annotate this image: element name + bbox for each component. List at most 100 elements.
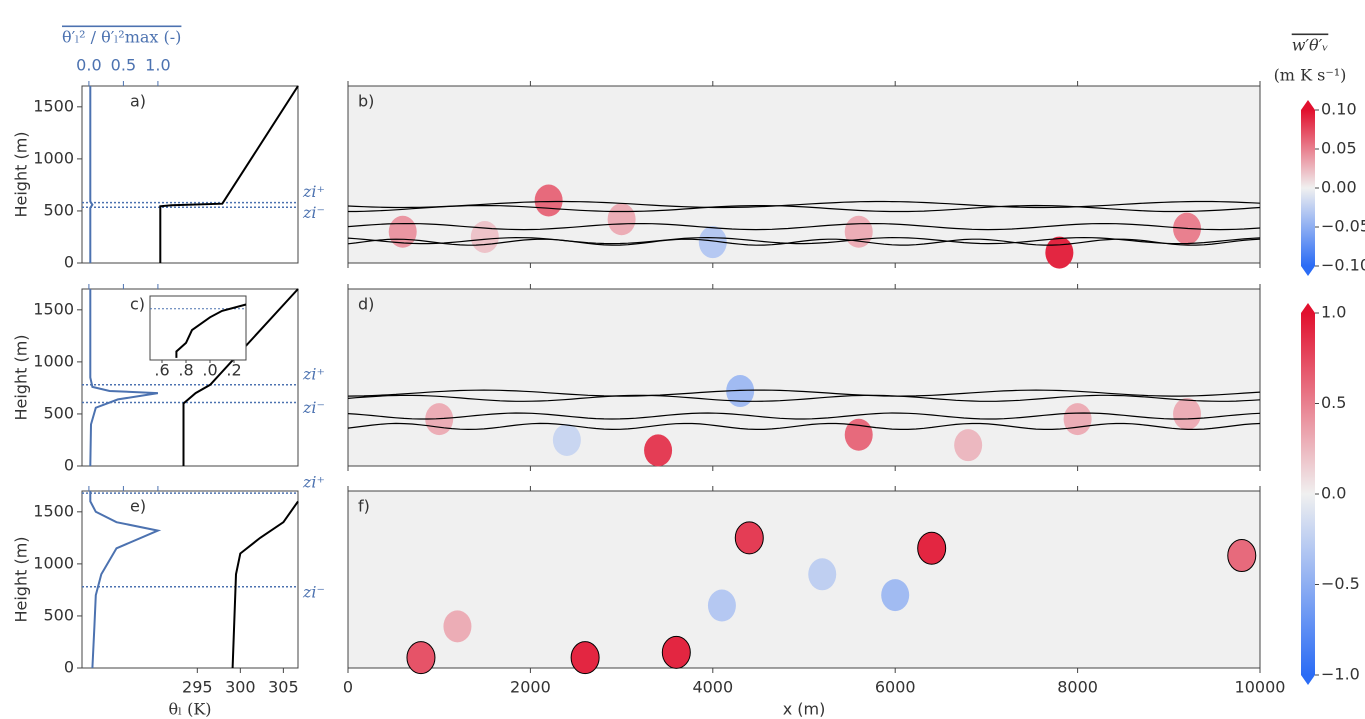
colorbar (1301, 110, 1315, 266)
zi-label: zi⁻ (302, 203, 325, 222)
x2-tick-label: 1.0 (145, 56, 170, 75)
field-patch (726, 375, 755, 408)
colorbar-unit: (m K s⁻¹) (1274, 66, 1347, 85)
plot-area (81, 85, 299, 264)
x-tick-label: 0 (343, 678, 353, 697)
inset-x-tick-label: .2 (226, 361, 241, 380)
field-patch (734, 521, 764, 555)
contour (347, 236, 1261, 245)
x-tick-label: 2000 (510, 678, 551, 697)
colorbar-tick-label: −0.5 (1321, 574, 1360, 593)
field-patch (552, 423, 581, 456)
panel-label: d) (358, 295, 374, 314)
zi-label: zi⁺ (302, 364, 325, 383)
contour (347, 200, 1261, 209)
plot-area (347, 490, 1261, 669)
profile-line (159, 85, 299, 263)
x2-axis-label: θ′ₗ² / θ′ₗ²max (-) (62, 28, 181, 47)
y-tick-label: 1500 (33, 501, 74, 520)
plot-area (81, 490, 299, 669)
plot-area (347, 85, 1261, 264)
inset-area (149, 295, 247, 361)
x-tick-label: 295 (182, 678, 213, 697)
x2-tick-label: 0.0 (76, 56, 101, 75)
x-tick-label: 305 (268, 678, 299, 697)
field-patch (1063, 403, 1092, 436)
y-tick-label: 1500 (33, 96, 74, 115)
inset-x-tick-label: .8 (178, 361, 193, 380)
field-patch (644, 434, 673, 467)
profile-line (89, 491, 162, 669)
field-patch (534, 184, 563, 217)
colorbar-extend-top (1301, 100, 1315, 110)
contour (347, 394, 1261, 402)
inset-line (175, 303, 247, 358)
x-tick-label: 300 (225, 678, 256, 697)
colorbar-extend-top (1301, 303, 1315, 313)
colorbar-tick-label: 0.10 (1321, 100, 1357, 119)
y-tick-label: 500 (43, 403, 74, 422)
y-tick-label: 1000 (33, 553, 74, 572)
x-tick-label: 8000 (1057, 678, 1098, 697)
y-tick-label: 500 (43, 200, 74, 219)
colorbar-tick-label: −1.0 (1321, 665, 1360, 684)
contour (347, 412, 1261, 420)
field-patch (1045, 236, 1074, 269)
field-patch (808, 558, 837, 591)
plot-area (347, 288, 1261, 467)
field-patch (698, 226, 727, 259)
colorbar-tick-label: 1.0 (1321, 303, 1346, 322)
colorbar-tick-label: 0.05 (1321, 139, 1357, 158)
field-patch (1173, 397, 1202, 430)
y-tick-label: 1000 (33, 148, 74, 167)
colorbar (1301, 313, 1315, 675)
x-tick-label: 4000 (692, 678, 733, 697)
colorbar-extend-bottom (1301, 266, 1315, 276)
x2-tick-label: 0.5 (111, 56, 136, 75)
contour (347, 389, 1261, 397)
panel-label: f) (358, 497, 370, 516)
contour (347, 422, 1261, 431)
x-tick-label: 10000 (1235, 678, 1286, 697)
field-patch (406, 641, 436, 675)
colorbar-tick-label: −0.10 (1321, 256, 1365, 275)
profile-line (89, 86, 94, 263)
colorbar-tick-label: −0.05 (1321, 217, 1365, 236)
field-patch (607, 203, 636, 236)
y-axis-label: Height (m) (12, 536, 31, 622)
y-tick-label: 1000 (33, 351, 74, 370)
panel-label: b) (358, 92, 374, 111)
field-patch (570, 641, 600, 675)
colorbar-extend-bottom (1301, 675, 1315, 685)
panel-label: c) (130, 295, 145, 314)
x-axis-label: x (m) (783, 700, 826, 719)
panel-label: e) (130, 497, 146, 516)
contour (348, 204, 1261, 213)
field-patch (844, 418, 873, 451)
x-tick-label: 6000 (875, 678, 916, 697)
y-tick-label: 1500 (33, 299, 74, 318)
field-patch (443, 610, 472, 643)
field-patch (661, 635, 691, 669)
field-patch (881, 579, 910, 612)
profile-line (231, 500, 299, 669)
zi-label: zi⁺ (302, 473, 325, 492)
field-patch (954, 429, 983, 462)
colorbar-tick-label: 0.5 (1321, 393, 1346, 412)
y-tick-label: 0 (64, 253, 74, 272)
zi-label: zi⁻ (302, 398, 325, 417)
field-patch (470, 220, 499, 253)
panel-label: a) (130, 92, 146, 111)
inset-x-tick-label: .0 (202, 361, 217, 380)
field-patch (917, 531, 947, 565)
field-patch (1227, 539, 1257, 573)
field-patch (707, 589, 736, 622)
zi-label: zi⁻ (302, 582, 325, 601)
inset-x-tick-label: .6 (154, 361, 169, 380)
y-axis-label: Height (m) (12, 334, 31, 420)
colorbar-label: w′θ′ᵥ (1292, 36, 1329, 55)
x-axis-label: θₗ (K) (168, 700, 211, 719)
contour (347, 238, 1261, 246)
profile-line (89, 289, 159, 467)
